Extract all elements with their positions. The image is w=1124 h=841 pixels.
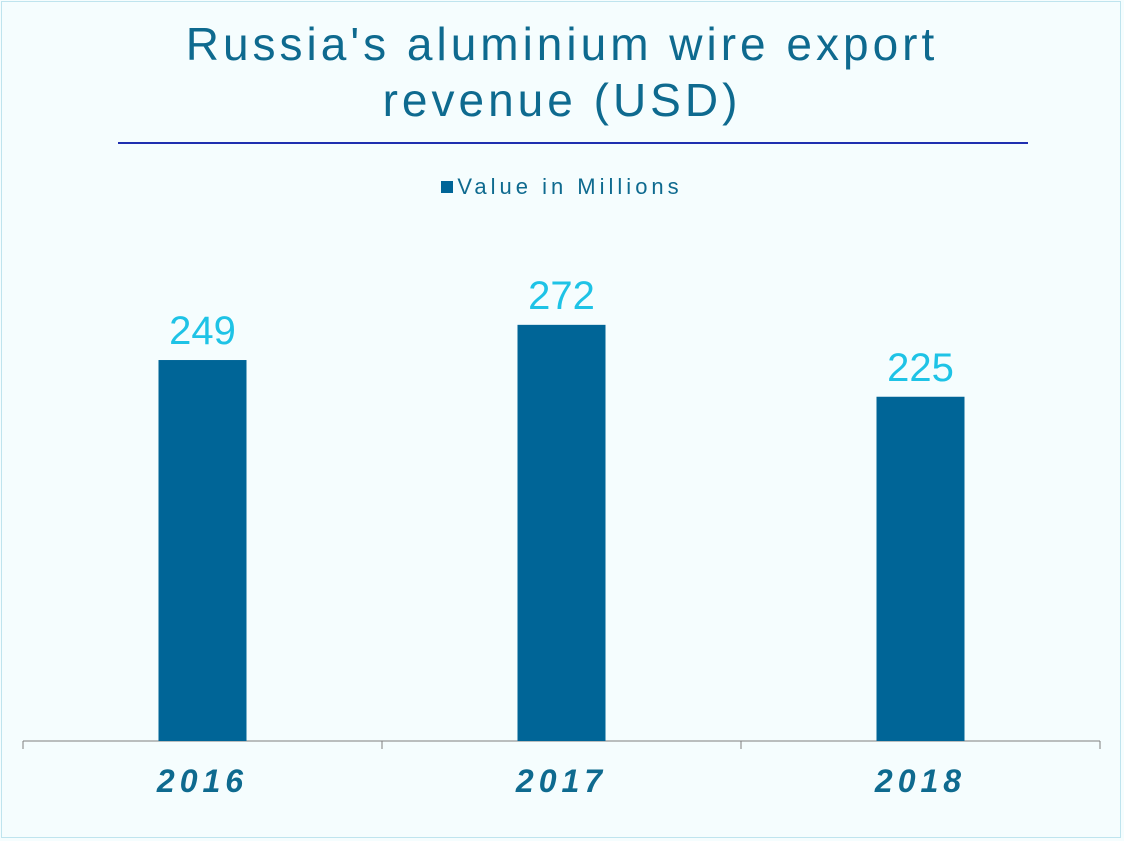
x-tick-label-2017: 2017 <box>515 763 607 799</box>
bar-2018 <box>876 396 965 741</box>
chart-legend: Value in Millions <box>0 174 1124 200</box>
data-label-2016: 249 <box>169 309 236 353</box>
x-tick-label-2016: 2016 <box>156 763 248 799</box>
bar-2017 <box>517 324 606 741</box>
legend-swatch <box>441 181 454 193</box>
chart-title-line-1: Russia's aluminium wire export <box>185 18 939 70</box>
data-label-2017: 272 <box>528 274 595 318</box>
data-label-2018: 225 <box>887 346 954 390</box>
x-tick-label-2018: 2018 <box>874 763 966 799</box>
title-underline <box>118 142 1028 144</box>
bar-2016 <box>158 360 247 741</box>
legend-label: Value in Millions <box>457 174 683 199</box>
chart-title-line-2: revenue (USD) <box>382 74 742 126</box>
chart-title: Russia's aluminium wire export revenue (… <box>0 16 1124 128</box>
